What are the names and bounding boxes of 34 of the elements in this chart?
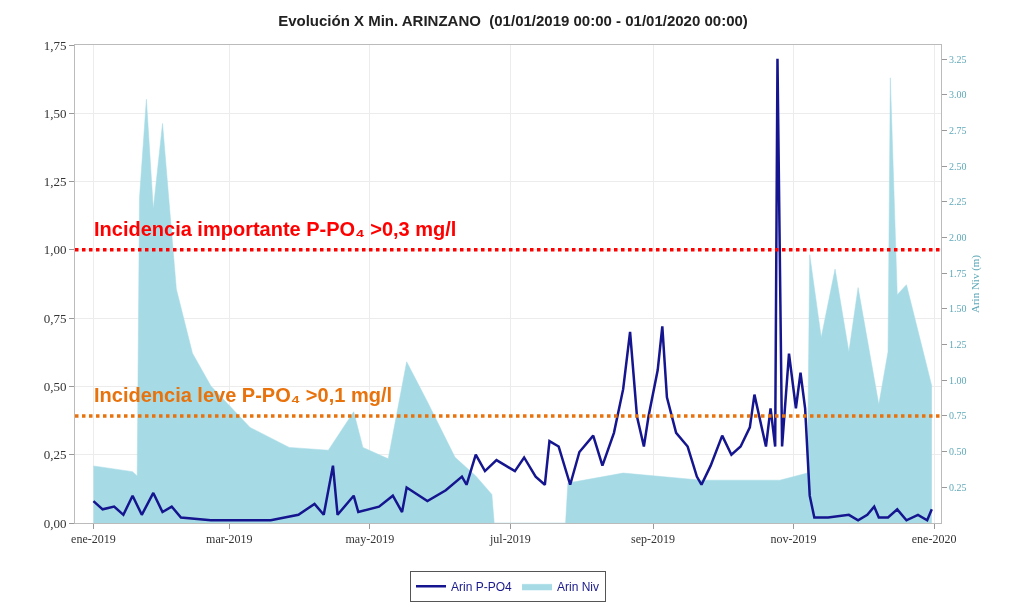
y2-tick-label: 3.25 bbox=[949, 53, 967, 65]
y-tick-label: 1,50 bbox=[43, 105, 67, 121]
x-tick-label: ene-2020 bbox=[911, 532, 957, 547]
ref-line-label: Incidencia importante P-PO₄ >0,3 mg/l bbox=[94, 218, 457, 240]
x-tick-label: sep-2019 bbox=[631, 532, 676, 547]
x-tick-label: mar-2019 bbox=[206, 532, 253, 547]
y2-tick-label: 1.50 bbox=[949, 303, 967, 315]
y-tick-label: 1,00 bbox=[43, 242, 67, 258]
y2-tick-label: 2.00 bbox=[949, 232, 967, 244]
chart-title: Evolución X Min. ARINZANO (01/01/2019 00:00 - 01/01/2020 00:00) bbox=[278, 11, 748, 29]
y-tick-label: 0,25 bbox=[43, 447, 67, 463]
y-tick-label: 0,50 bbox=[43, 378, 67, 394]
y2-tick-label: 2.75 bbox=[949, 125, 967, 137]
y-tick-label: 0,75 bbox=[43, 310, 67, 326]
ref-line-label: Incidencia leve P-PO₄ >0,1 mg/l bbox=[94, 384, 392, 406]
x-tick-label: may-2019 bbox=[345, 532, 395, 547]
y2-tick-label: 0.50 bbox=[949, 446, 967, 458]
y2-tick-label: 0.75 bbox=[949, 410, 967, 422]
legend-label: Arin P-PO4 bbox=[451, 579, 513, 594]
y-tick-label: 0,00 bbox=[43, 515, 67, 531]
y2-tick-label: 1.25 bbox=[949, 339, 967, 351]
y2-tick-label: 1.00 bbox=[949, 374, 967, 386]
y2-tick-label: 3.00 bbox=[949, 89, 967, 101]
y-tick-label: 1,75 bbox=[43, 37, 67, 53]
y-tick-label: 1,25 bbox=[43, 174, 67, 190]
y2-tick-label: 2.25 bbox=[949, 196, 967, 208]
legend-label: Arin Niv bbox=[557, 579, 600, 594]
y2-tick-label: 0.25 bbox=[949, 481, 967, 493]
x-tick-label: ene-2019 bbox=[71, 532, 116, 547]
y2-tick-label: 2.50 bbox=[949, 160, 967, 172]
x-tick-label: jul-2019 bbox=[488, 532, 531, 547]
x-tick-label: nov-2019 bbox=[770, 532, 817, 547]
y2-tick-label: 1.75 bbox=[949, 267, 967, 279]
y2-axis-title: Arin Niv (m) bbox=[968, 254, 982, 314]
